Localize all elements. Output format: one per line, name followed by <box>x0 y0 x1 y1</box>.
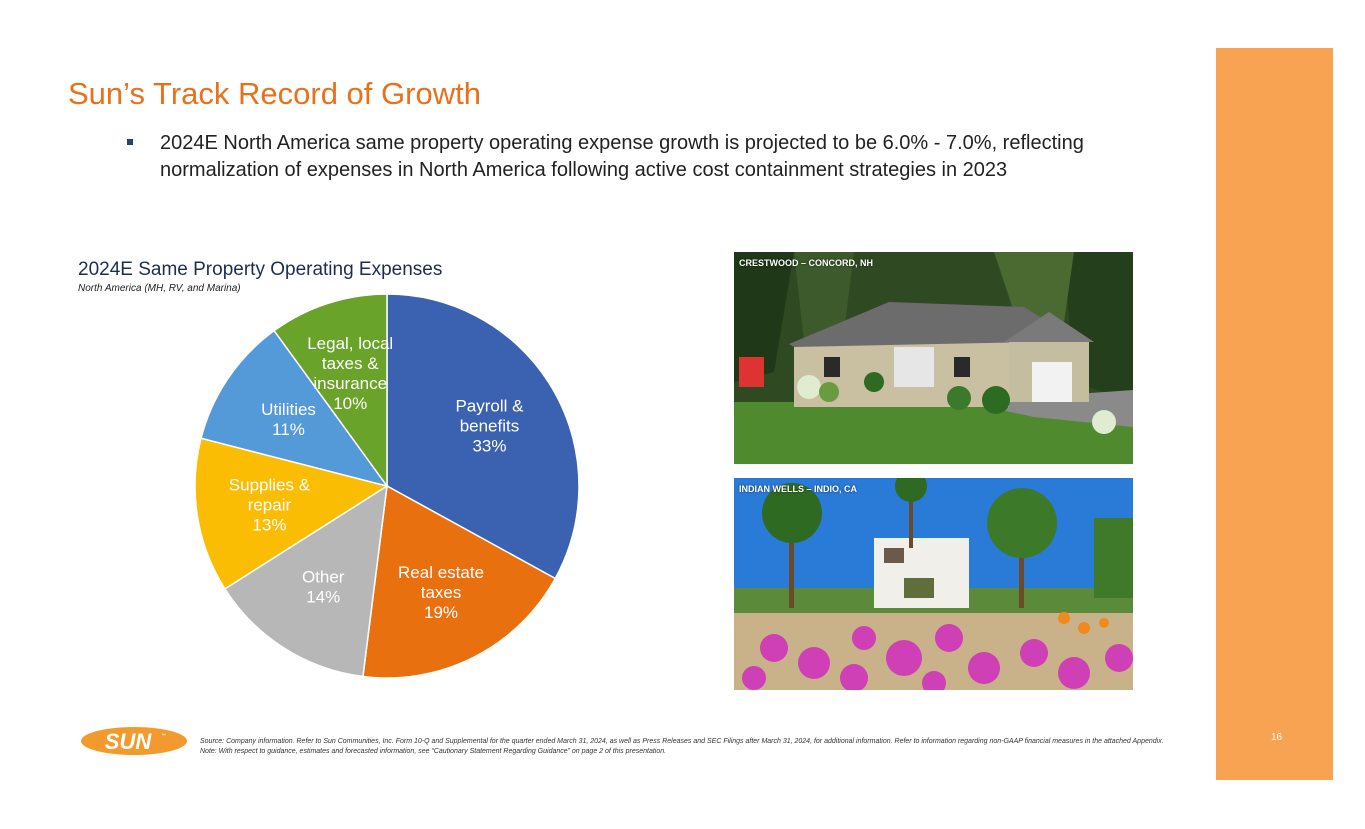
pie-slice-value: 14% <box>306 588 340 607</box>
footnote: Source: Company information. Refer to Su… <box>200 737 1185 756</box>
page-number: 16 <box>1271 732 1283 743</box>
photo-indian-wells: INDIAN WELLS – INDIO, CA <box>734 478 1133 690</box>
pie-slice-name: Legal, local <box>307 334 393 353</box>
photo1-caption: CRESTWOOD – CONCORD, NH <box>739 258 874 268</box>
sun-logo-ellipse <box>81 727 187 755</box>
pie-slice-name: Other <box>302 568 345 587</box>
pie-slice-name: Utilities <box>261 400 316 419</box>
sun-logo: SUN ™ <box>81 727 187 755</box>
note-footnote: Note: With respect to guidance, estimate… <box>200 747 667 755</box>
bullet-text: 2024E North America same property operat… <box>160 132 1084 181</box>
pie-slice-value: 33% <box>472 436 506 455</box>
pie-slice-value: 19% <box>424 603 458 622</box>
source-footnote: Source: Company information. Refer to Su… <box>200 738 1164 745</box>
sun-logo-text: SUN <box>105 729 153 754</box>
pie-slice-label: Legal, local taxes & insurance 10% <box>307 334 393 413</box>
pie-slice-value: 11% <box>272 420 305 439</box>
pie-slice-name: insurance <box>313 374 387 393</box>
pie-slice-label: Payroll & benefits 33% <box>455 396 524 455</box>
chart-subtitle: North America (MH, RV, and Marina) <box>78 283 241 294</box>
orange-sidebar <box>1216 48 1333 780</box>
house-photo-image <box>734 252 1133 464</box>
pie-slice <box>194 437 389 590</box>
bullet-point: 2024E North America same property operat… <box>127 130 1197 184</box>
pie-slice-name: benefits <box>460 416 520 435</box>
pie-slice <box>200 329 389 488</box>
pie-slice <box>362 484 557 679</box>
square-bullet-icon <box>127 139 133 145</box>
pie-slice-name: taxes & <box>322 354 379 373</box>
pie-slice-label: Real estate taxes 19% <box>398 563 484 622</box>
rv-park-photo-image <box>734 478 1133 690</box>
pie-slice-value: 10% <box>333 394 367 413</box>
pie-slice <box>223 484 388 678</box>
slide-title: Sun’s Track Record of Growth <box>68 76 481 111</box>
pie-slice-label: Other 14% <box>302 568 345 607</box>
photo-crestwood: CRESTWOOD – CONCORD, NH <box>734 252 1133 464</box>
pie-slice <box>273 293 388 489</box>
pie-slice-name: repair <box>248 496 292 515</box>
pie-slice-name: Supplies & <box>229 476 311 495</box>
pie-slice <box>386 293 580 580</box>
pie-slice-name: taxes <box>421 583 462 602</box>
sun-logo-tm: ™ <box>161 733 166 739</box>
pie-slice-label: Utilities 11% <box>261 400 316 439</box>
pie-slice-name: Real estate <box>398 563 484 582</box>
chart-title: 2024E Same Property Operating Expenses <box>78 259 443 280</box>
pie-slice-label: Supplies & repair 13% <box>229 476 311 535</box>
photo2-caption: INDIAN WELLS – INDIO, CA <box>739 484 858 494</box>
pie-slice-name: Payroll & <box>455 396 524 415</box>
pie-slice-value: 13% <box>252 516 286 535</box>
